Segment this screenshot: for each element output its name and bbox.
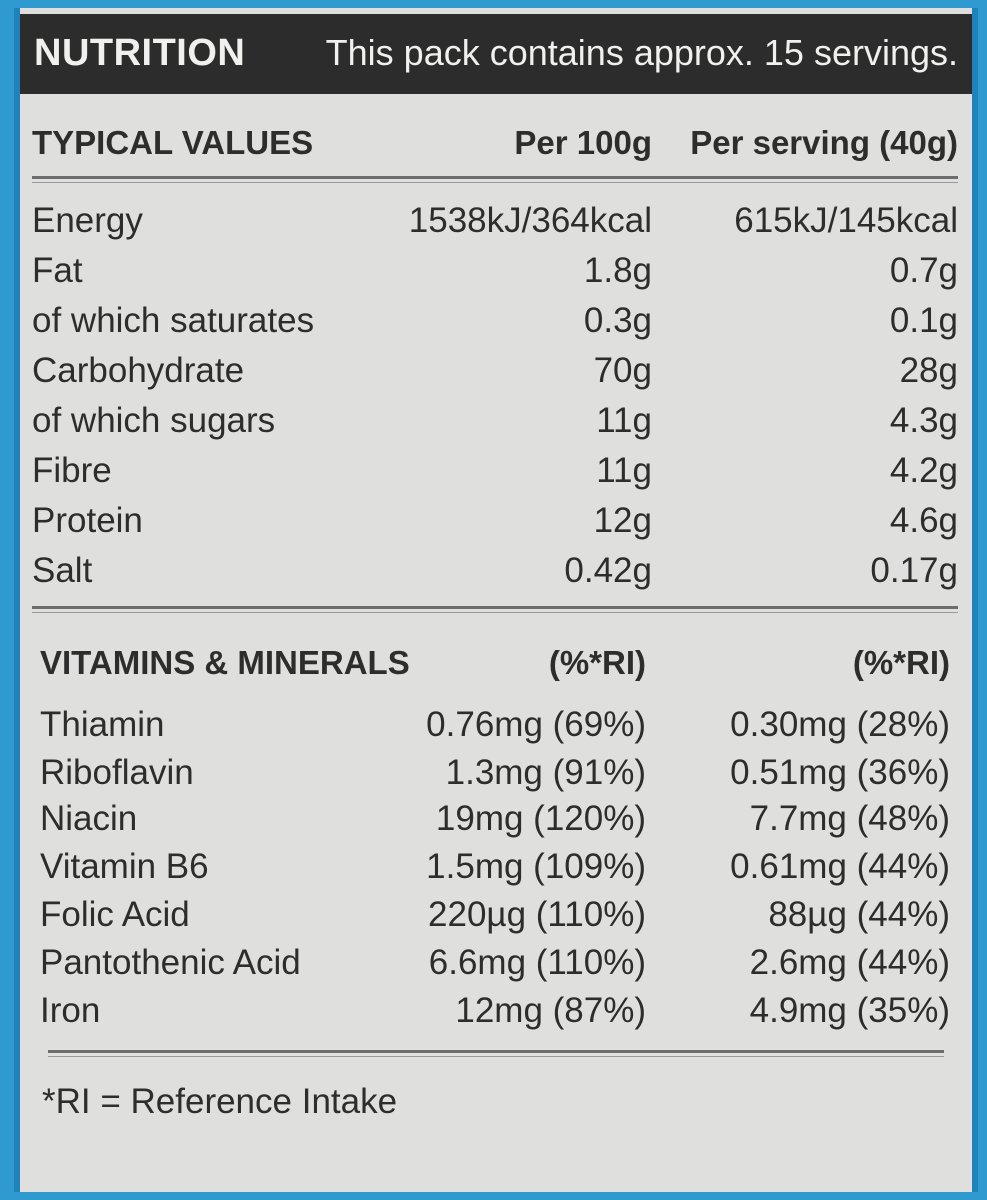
per-serving-value: 7.7mg (48%) <box>749 799 950 838</box>
nutrient-row: Fibre 11g 4.2g <box>20 448 972 494</box>
nutrient-row: Salt 0.42g 0.17g <box>20 548 972 594</box>
per-serving-value: 4.3g <box>889 401 958 440</box>
ri-heading-per-100g: (%*RI) <box>548 644 646 681</box>
nutrition-label: NUTRITION This pack contains approx. 15 … <box>14 8 978 1192</box>
vitamin-label: Iron <box>40 991 101 1030</box>
footnote: *RI = Reference Intake <box>42 1082 398 1121</box>
vitamin-row: Iron 12mg (87%) 4.9mg (35%) <box>20 988 972 1034</box>
nutrient-row: Fat 1.8g 0.7g <box>20 248 972 294</box>
per-serving-value: 4.6g <box>889 501 958 540</box>
per-serving-value: 0.1g <box>889 301 958 340</box>
per-100g-value: 70g <box>593 351 652 390</box>
nutrient-label: of which sugars <box>32 401 276 440</box>
vitamin-label: Niacin <box>40 799 138 838</box>
nutrient-label: Carbohydrate <box>32 351 245 390</box>
nutrient-label: Fibre <box>32 451 112 490</box>
per-100g-value: 12g <box>593 501 652 540</box>
nutrition-title: NUTRITION <box>34 32 246 74</box>
per-100g-value: 6.6mg (110%) <box>428 943 646 982</box>
per-100g-value: 11g <box>596 401 652 440</box>
per-100g-value: 220µg (110%) <box>428 895 646 934</box>
vitamin-label: Folic Acid <box>40 895 190 934</box>
nutrient-label: Salt <box>32 551 93 590</box>
vitamin-row: Riboflavin 1.3mg (91%) 0.51mg (36%) <box>20 750 972 796</box>
nutrient-row: Protein 12g 4.6g <box>20 498 972 544</box>
per-serving-value: 0.7g <box>889 251 958 290</box>
ri-heading-per-serving: (%*RI) <box>852 644 950 681</box>
per-100g-value: 12mg (87%) <box>455 991 646 1030</box>
nutrient-row: of which saturates 0.3g 0.1g <box>20 298 972 344</box>
per-serving-value: 0.17g <box>870 551 958 590</box>
per-100g-value: 19mg (120%) <box>435 799 646 838</box>
typical-values-heading: TYPICAL VALUES <box>32 124 314 161</box>
divider <box>32 176 958 183</box>
nutrition-header: NUTRITION This pack contains approx. 15 … <box>20 14 972 94</box>
nutrient-label: Fat <box>32 251 83 290</box>
vitamins-header: VITAMINS & MINERALS (%*RI) (%*RI) <box>20 640 972 686</box>
per-100g-value: 1.5mg (109%) <box>426 847 646 886</box>
per-100g-value: 1.3mg (91%) <box>445 753 646 792</box>
vitamin-label: Vitamin B6 <box>40 847 209 886</box>
typical-values-header: TYPICAL VALUES Per 100g Per serving (40g… <box>20 120 972 166</box>
divider <box>48 1050 944 1057</box>
vitamin-row: Niacin 19mg (120%) 7.7mg (48%) <box>20 796 972 842</box>
vitamin-label: Riboflavin <box>40 753 194 792</box>
per-serving-value: 28g <box>899 351 958 390</box>
nutrient-label: Energy <box>32 201 143 240</box>
per-serving-value: 2.6mg (44%) <box>749 943 950 982</box>
servings-note: This pack contains approx. 15 servings. <box>325 32 958 73</box>
vitamin-label: Thiamin <box>40 705 165 744</box>
per-100g-value: 0.76mg (69%) <box>426 705 646 744</box>
nutrient-label: Protein <box>32 501 143 540</box>
per-serving-heading: Per serving (40g) <box>690 124 958 161</box>
divider <box>32 606 958 613</box>
per-100g-value: 0.3g <box>583 301 652 340</box>
nutrient-row: Carbohydrate 70g 28g <box>20 348 972 394</box>
per-serving-value: 0.51mg (36%) <box>730 753 950 792</box>
per-100g-heading: Per 100g <box>514 124 652 161</box>
per-serving-value: 4.9mg (35%) <box>749 991 950 1030</box>
nutrient-row: of which sugars 11g 4.3g <box>20 398 972 444</box>
per-100g-value: 0.42g <box>564 551 652 590</box>
per-100g-value: 1.8g <box>583 251 652 290</box>
nutrient-row: Energy 1538kJ/364kcal 615kJ/145kcal <box>20 198 972 244</box>
per-100g-value: 1538kJ/364kcal <box>408 201 652 240</box>
per-serving-value: 0.30mg (28%) <box>730 705 950 744</box>
vitamin-row: Pantothenic Acid 6.6mg (110%) 2.6mg (44%… <box>20 940 972 986</box>
per-100g-value: 11g <box>596 451 652 490</box>
per-serving-value: 88µg (44%) <box>768 895 950 934</box>
per-serving-value: 4.2g <box>889 451 958 490</box>
per-serving-value: 0.61mg (44%) <box>730 847 950 886</box>
vitamins-heading: VITAMINS & MINERALS <box>40 644 410 681</box>
vitamin-label: Pantothenic Acid <box>40 943 301 982</box>
vitamin-row: Thiamin 0.76mg (69%) 0.30mg (28%) <box>20 702 972 748</box>
vitamin-row: Vitamin B6 1.5mg (109%) 0.61mg (44%) <box>20 844 972 890</box>
vitamin-row: Folic Acid 220µg (110%) 88µg (44%) <box>20 892 972 938</box>
per-serving-value: 615kJ/145kcal <box>734 201 958 240</box>
nutrient-label: of which saturates <box>32 301 315 340</box>
